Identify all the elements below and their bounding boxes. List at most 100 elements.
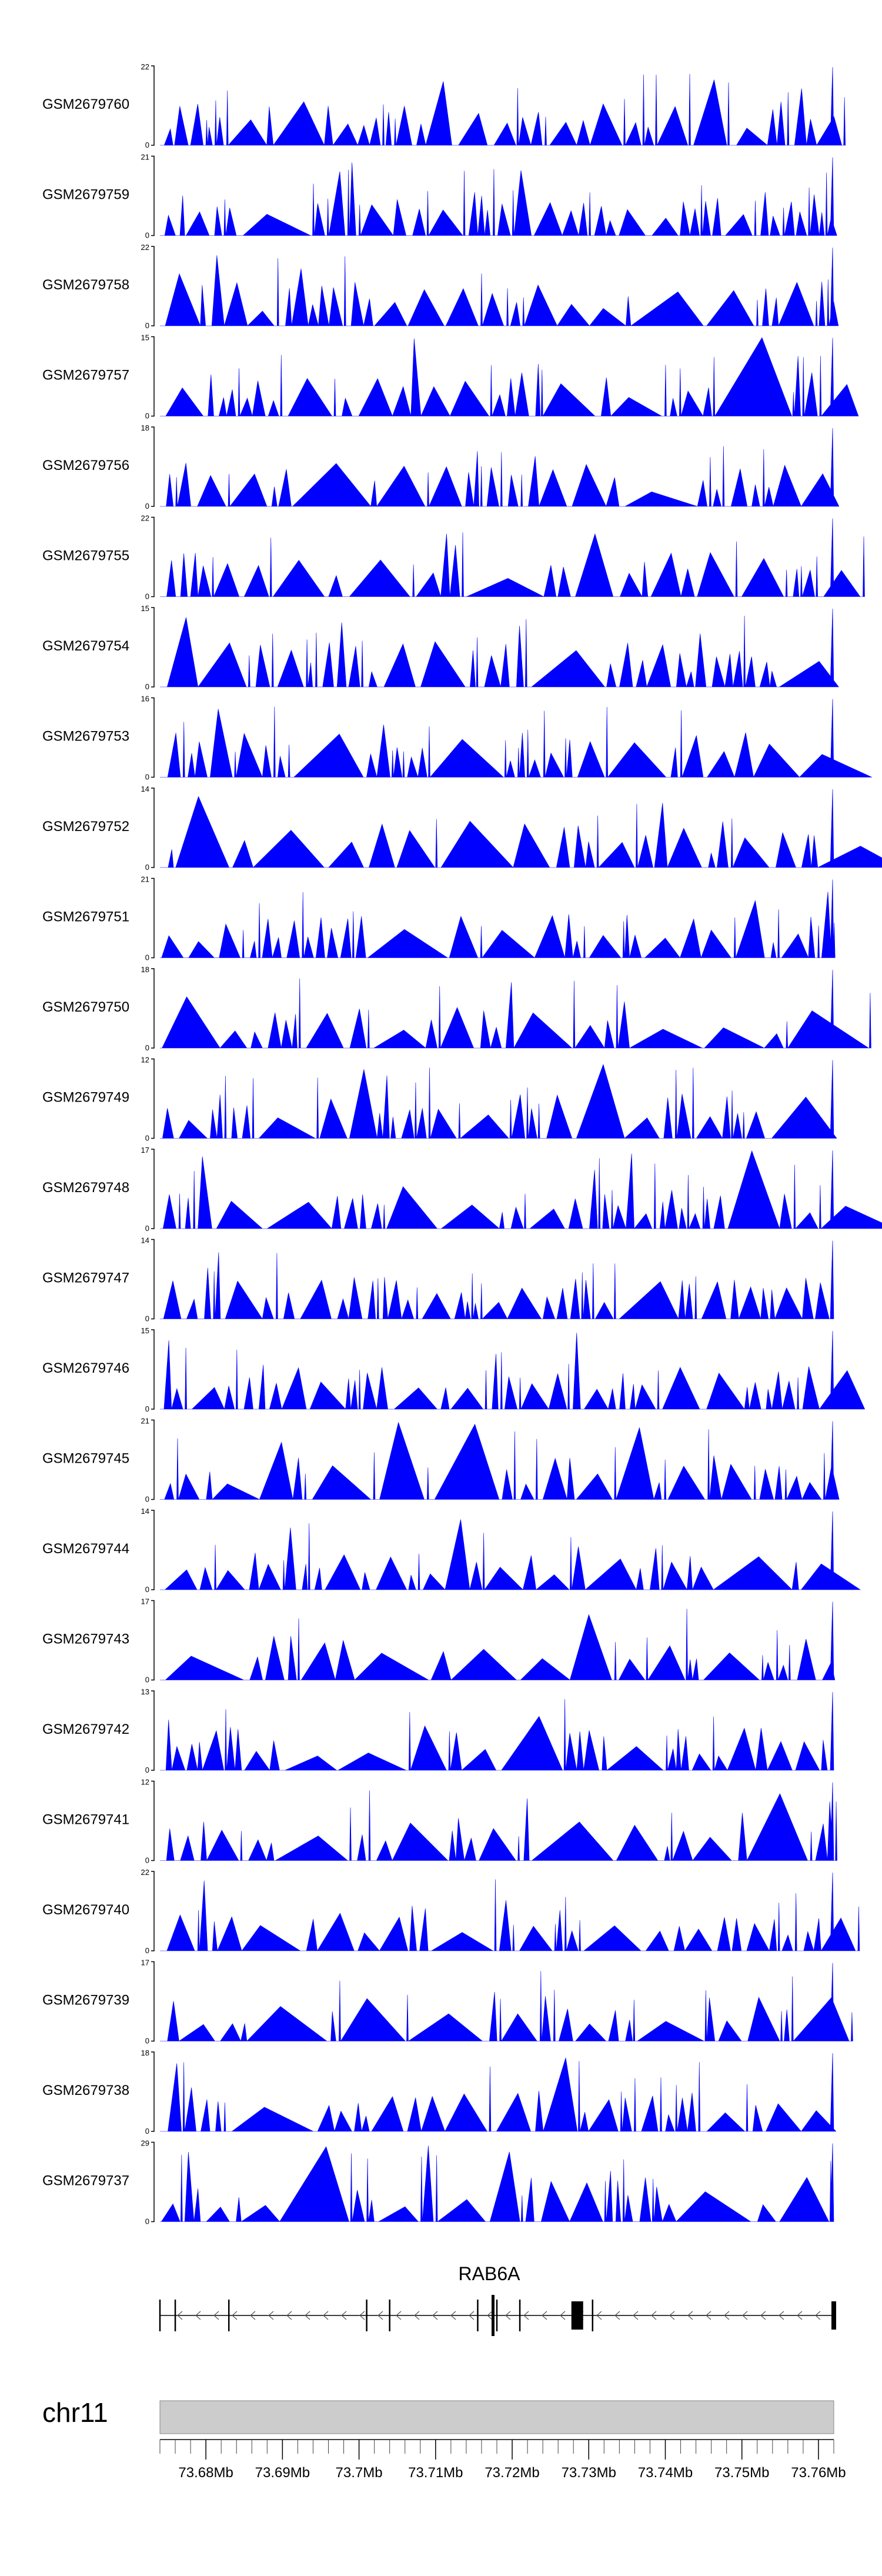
x-tick-label: 73.7Mb: [336, 2465, 383, 2481]
track-label: GSM2679744: [42, 1541, 129, 1557]
ymax-label: 21: [141, 1417, 149, 1426]
strand-chevron: [505, 2311, 511, 2320]
strand-chevron: [760, 2311, 766, 2320]
track-label: GSM2679745: [42, 1451, 129, 1467]
ymin-label: 0: [145, 1043, 149, 1052]
strand-chevron: [250, 2311, 256, 2320]
ymax-label: 22: [141, 1868, 149, 1877]
ymin-label: 0: [145, 1946, 149, 1955]
track-label: GSM2679752: [42, 819, 129, 835]
coverage-area: [160, 247, 839, 326]
ymax-label: 13: [141, 1687, 149, 1696]
coverage-area: [160, 879, 836, 959]
x-tick-label: 73.71Mb: [408, 2465, 463, 2481]
y-axis: [151, 607, 155, 688]
y-axis: [151, 155, 155, 236]
strand-chevron: [779, 2311, 784, 2320]
coverage-area: [160, 1782, 837, 1861]
ymax-label: 18: [141, 2048, 149, 2057]
track-label: GSM2679754: [42, 638, 129, 654]
exon: [228, 2300, 230, 2331]
y-axis: [151, 1058, 155, 1139]
ymin-label: 0: [145, 682, 149, 691]
y-axis: [151, 1871, 155, 1951]
track-GSM2679741: GSM2679741 12 0: [42, 1778, 837, 1865]
track-GSM2679738: GSM2679738 18 0: [42, 2048, 837, 2135]
track-label: GSM2679755: [42, 548, 129, 564]
ymin-label: 0: [145, 321, 149, 330]
x-tick-label: 73.75Mb: [714, 2465, 769, 2481]
y-axis: [151, 1961, 155, 2042]
track-GSM2679737: GSM2679737 29 0: [42, 2139, 834, 2226]
coverage-area: [160, 608, 839, 688]
ymax-label: 17: [141, 1958, 149, 1967]
ymax-label: 14: [141, 1236, 149, 1245]
ymax-label: 14: [141, 785, 149, 793]
track-label: GSM2679737: [42, 2173, 129, 2189]
ymax-label: 22: [141, 243, 149, 252]
track-label: GSM2679746: [42, 1360, 129, 1376]
y-axis: [151, 1600, 155, 1681]
ymax-label: 17: [141, 1146, 149, 1154]
ymax-label: 18: [141, 423, 149, 432]
strand-chevron: [706, 2311, 711, 2320]
y-axis: [151, 877, 155, 959]
y-axis: [151, 516, 155, 598]
chromosome-axis: chr11 73.68Mb 73.69Mb 73.7Mb 73.71Mb 73.72Mb 7…: [42, 2397, 846, 2481]
track-GSM2679754: GSM2679754 15 0: [42, 604, 839, 691]
y-axis: [151, 426, 155, 507]
ymax-label: 29: [141, 2139, 149, 2148]
coverage-area: [160, 969, 871, 1049]
strand-chevron: [687, 2311, 693, 2320]
track-GSM2679752: GSM2679752 14 0: [42, 785, 882, 872]
coverage-area: [160, 789, 882, 868]
track-label: GSM2679749: [42, 1090, 129, 1106]
track-GSM2679745: GSM2679745 21 0: [42, 1417, 840, 1504]
track-label: GSM2679748: [42, 1180, 129, 1196]
x-tick-label: 73.72Mb: [485, 2465, 539, 2481]
strand-chevron: [651, 2311, 657, 2320]
track-GSM2679753: GSM2679753 16 0: [42, 695, 872, 782]
track-label: GSM2679740: [42, 1902, 129, 1918]
ymax-label: 15: [141, 333, 149, 342]
y-axis: [151, 1690, 155, 1771]
coverage-area: [160, 2143, 834, 2223]
strand-chevron: [377, 2311, 383, 2320]
ymin-label: 0: [145, 592, 149, 601]
strand-chevron: [523, 2311, 529, 2320]
ymax-label: 12: [141, 1778, 149, 1787]
exon: [592, 2300, 594, 2331]
ymin-label: 0: [145, 2037, 149, 2046]
track-GSM2679747: GSM2679747 14 0: [42, 1236, 834, 1323]
coverage-tracks: GSM2679760220GSM2679759210GSM2679758220G…: [42, 62, 882, 2226]
strand-chevron: [742, 2311, 748, 2320]
ymin-label: 0: [145, 1134, 149, 1143]
strand-chevron: [341, 2311, 347, 2320]
y-axis: [151, 1329, 155, 1410]
gene-track: RAB6A: [159, 2263, 836, 2336]
y-axis: [151, 1149, 155, 1229]
coverage-area: [160, 1421, 840, 1500]
exon: [159, 2300, 161, 2331]
strand-chevron: [268, 2311, 274, 2320]
strand-chevron: [359, 2311, 365, 2320]
strand-chevron: [450, 2311, 456, 2320]
ymin-label: 0: [145, 1314, 149, 1323]
track-GSM2679739: GSM2679739 17 0: [42, 1958, 853, 2046]
ymin-label: 0: [145, 502, 149, 510]
strand-chevron: [487, 2311, 493, 2320]
ymin-label: 0: [145, 141, 149, 149]
track-GSM2679758: GSM2679758 22 0: [42, 243, 839, 330]
y-axis: [151, 1780, 155, 1861]
strand-chevron: [305, 2311, 310, 2320]
coverage-area: [160, 1963, 853, 2042]
y-axis: [151, 2051, 155, 2132]
ymin-label: 0: [145, 1766, 149, 1774]
ymin-label: 0: [145, 2217, 149, 2226]
ymax-label: 17: [141, 1597, 149, 1606]
ymin-label: 0: [145, 1856, 149, 1865]
ymax-label: 16: [141, 695, 149, 703]
coverage-area: [160, 518, 865, 598]
ymin-label: 0: [145, 1224, 149, 1233]
ymin-label: 0: [145, 773, 149, 782]
